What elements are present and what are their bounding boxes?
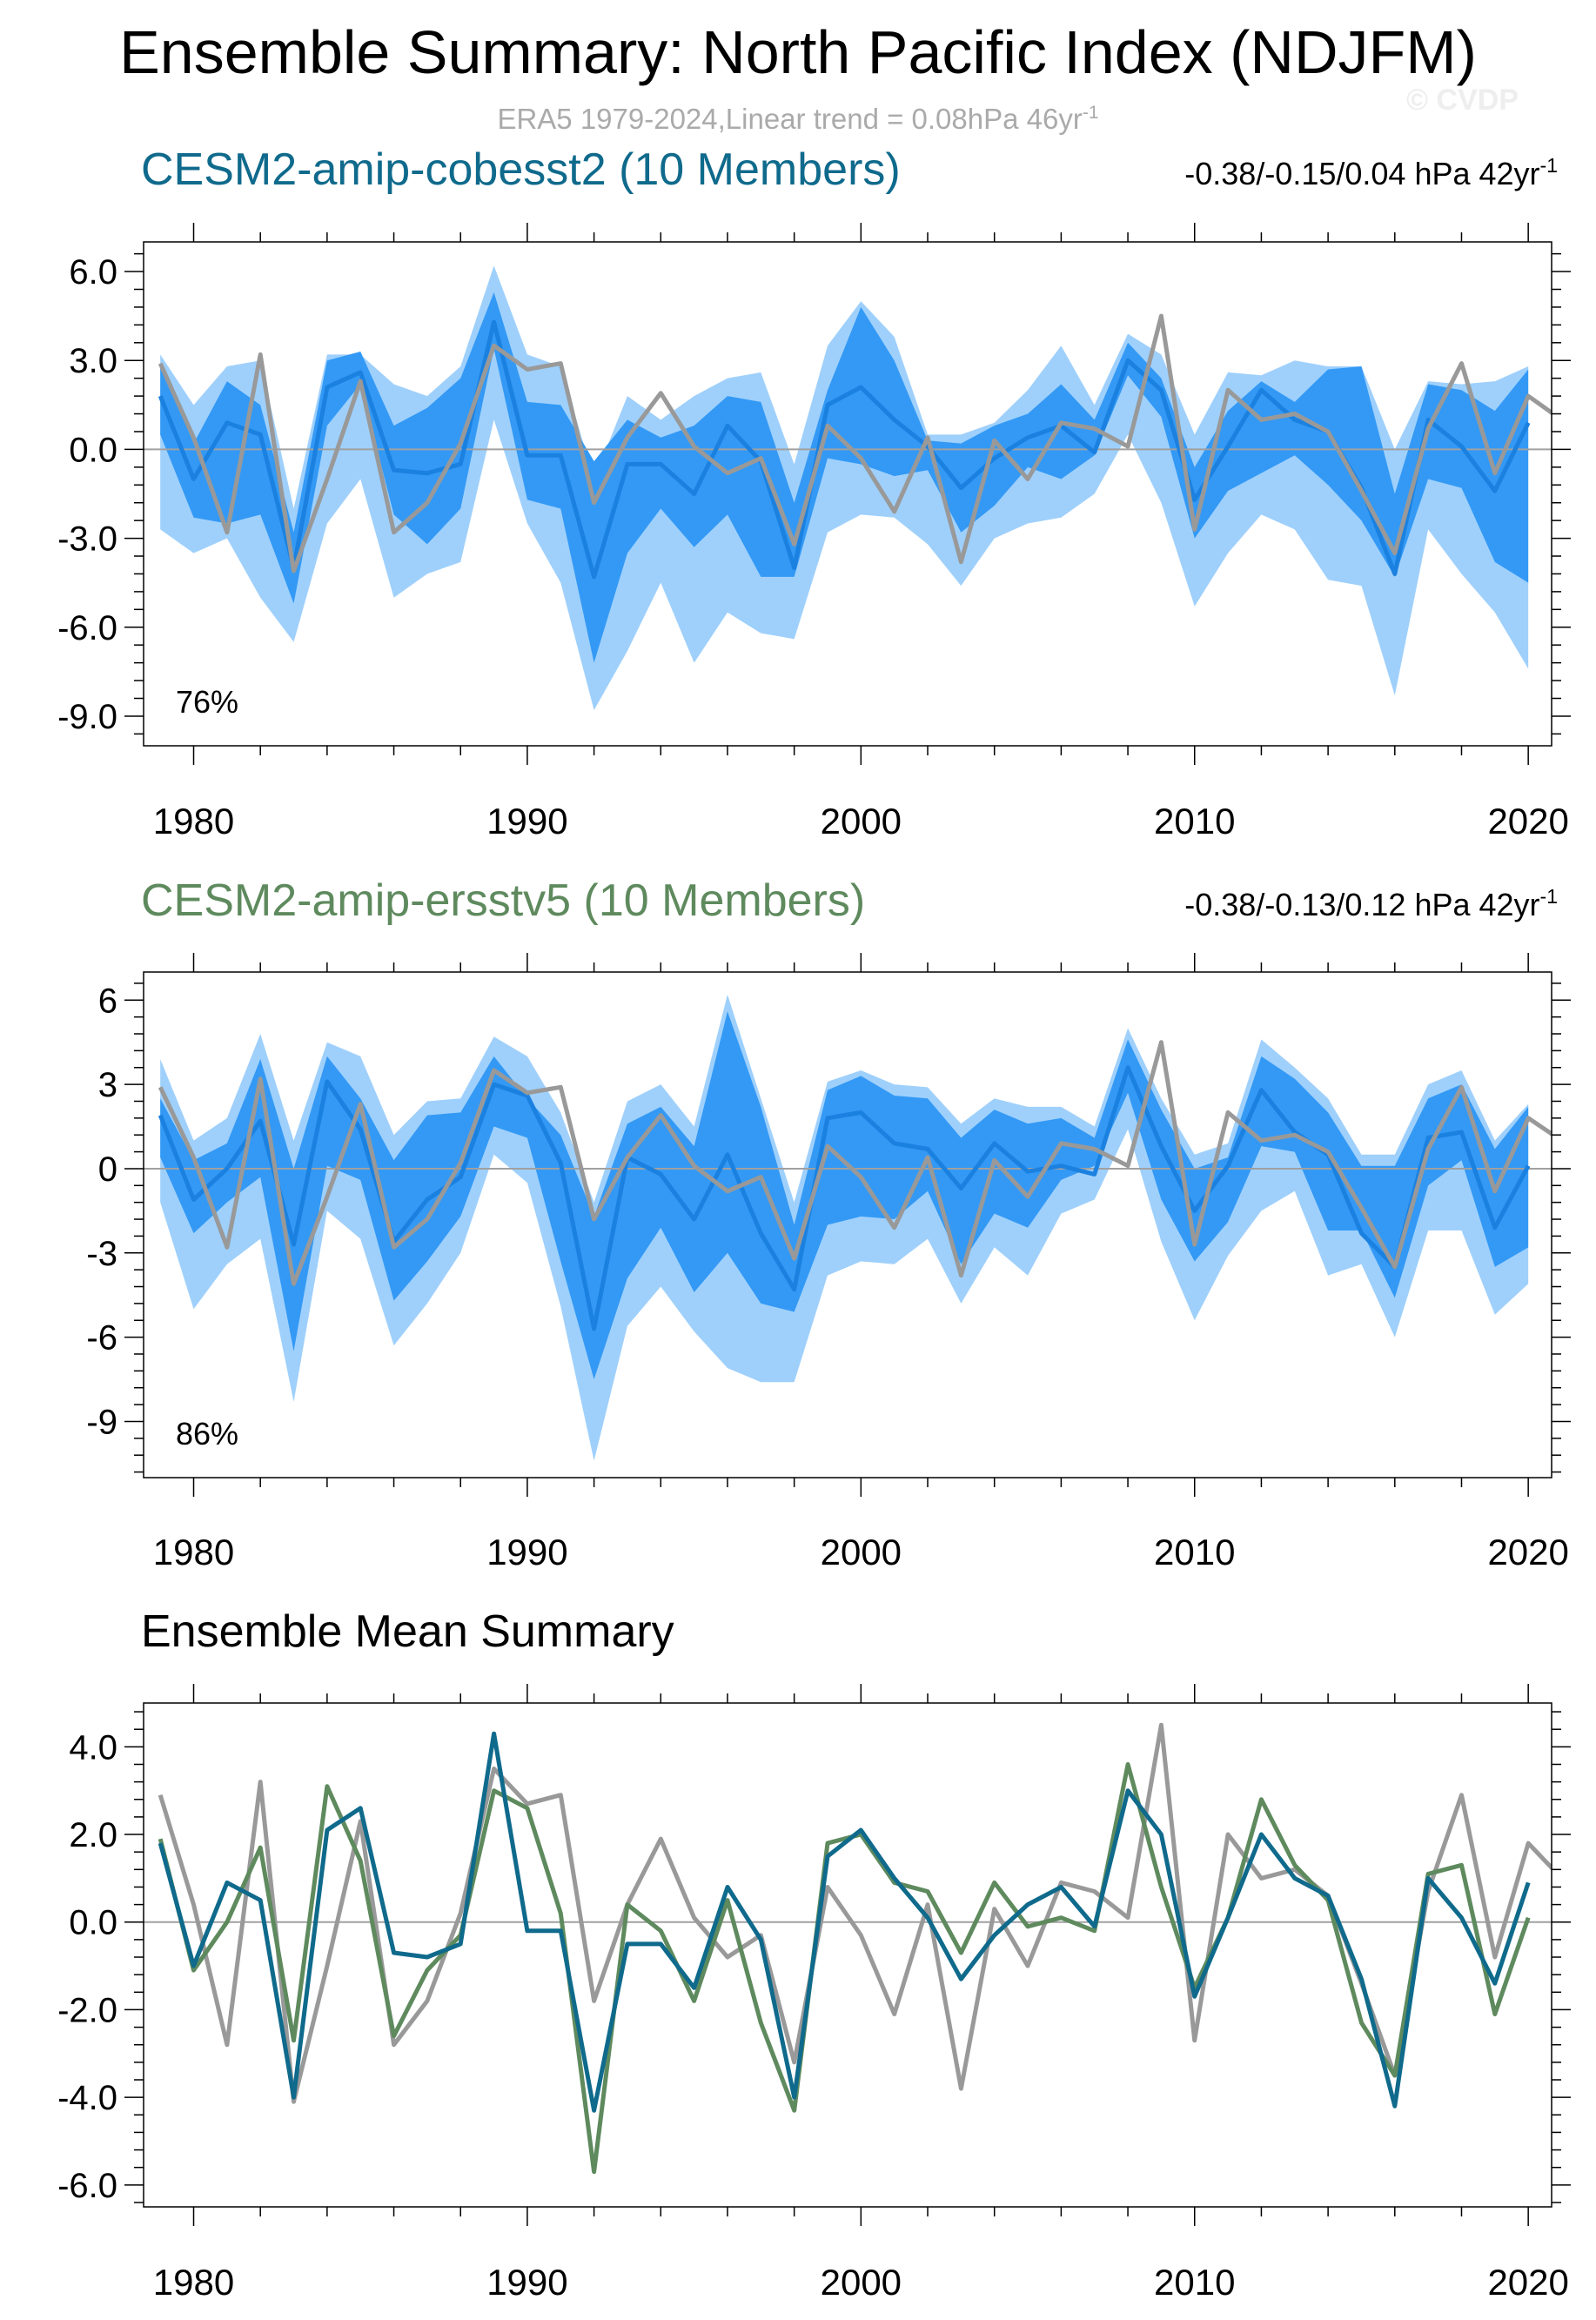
y-tick-label: -9.0 (57, 698, 117, 736)
panel-title: Ensemble Mean Summary (141, 1606, 674, 1657)
y-tick-label: 3 (98, 1066, 117, 1104)
plot-area (144, 994, 1552, 1461)
x-tick-label: 1980 (153, 2262, 234, 2303)
panel-ersstv5: CESM2-amip-ersstv5 (10 Members) -0.38/-0.… (86, 875, 1571, 1572)
x-tick-label: 1980 (153, 1532, 234, 1572)
figure-subtitle-sup: -1 (1083, 103, 1099, 123)
watermark: © CVDP (1406, 84, 1519, 117)
plot-area (144, 265, 1552, 711)
y-tick-label: -6.0 (57, 609, 117, 647)
y-tick-label: 4.0 (69, 1728, 117, 1767)
trend-text: -0.38/-0.13/0.12 hPa 42yr-1 (1184, 885, 1558, 922)
y-tick-label: 3.0 (69, 342, 117, 380)
y-tick-label: -6.0 (57, 2167, 117, 2205)
y-tick-label: -3.0 (57, 520, 117, 559)
figure-subtitle: ERA5 1979-2024,Linear trend = 0.08hPa 46… (497, 103, 1098, 135)
y-tick-label: -2.0 (57, 1991, 117, 2029)
obs-line (158, 313, 1552, 573)
figure-subtitle-text: ERA5 1979-2024,Linear trend = 0.08hPa 46… (497, 103, 1082, 135)
x-tick-label: 2000 (821, 1532, 902, 1572)
y-tick-label: 2.0 (69, 1816, 117, 1854)
x-tick-label: 1980 (153, 801, 234, 842)
x-tick-label: 2010 (1154, 801, 1235, 842)
plot-frame (143, 971, 1552, 1478)
x-tick-label: 2010 (1154, 2262, 1235, 2303)
band-inner-range (160, 1011, 1529, 1380)
x-tick-label: 1990 (486, 1532, 567, 1572)
percent-annotation: 76% (176, 684, 238, 720)
x-tick-label: 2020 (1487, 1532, 1568, 1572)
trend-text-sup: -1 (1540, 885, 1558, 908)
obs-line (158, 1040, 1552, 1286)
series-line-cobesst2 (158, 1731, 1531, 2113)
x-tick-label: 1990 (486, 2262, 567, 2303)
y-tick-label: 0.0 (69, 431, 117, 469)
trend-text-main: -0.38/-0.15/0.04 hPa 42yr (1184, 156, 1539, 191)
panel-cobesst2: CESM2-amip-cobesst2 (10 Members) -0.38/-0… (57, 144, 1571, 842)
x-tick-label: 2000 (821, 801, 902, 842)
y-tick-label: -3 (86, 1235, 117, 1273)
plot-area (144, 1722, 1552, 2175)
series-line-ersstv5 (158, 1762, 1531, 2175)
plot-frame (143, 1702, 1552, 2208)
x-tick-label: 2010 (1154, 1532, 1235, 1572)
y-tick-label: 0 (98, 1150, 117, 1189)
panel-title: CESM2-amip-ersstv5 (10 Members) (141, 875, 865, 926)
y-tick-label: 6 (98, 982, 117, 1020)
panel-ensemble-mean: Ensemble Mean Summary 4.0 2.0 0.0 -2.0 -4.0 -6… (57, 1606, 1571, 2303)
y-tick-label: -6 (86, 1319, 117, 1358)
panel-title: CESM2-amip-cobesst2 (10 Members) (141, 144, 901, 195)
y-tick-label: -9 (86, 1403, 117, 1441)
figure-title: Ensemble Summary: North Pacific Index (N… (119, 18, 1477, 86)
x-tick-label: 2000 (821, 2262, 902, 2303)
y-tick-label: 0.0 (69, 1904, 117, 1942)
trend-text: -0.38/-0.15/0.04 hPa 42yr-1 (1184, 154, 1558, 191)
trend-text-sup: -1 (1540, 154, 1558, 177)
ensemble-mean-line (158, 319, 1531, 580)
trend-text-main: -0.38/-0.13/0.12 hPa 42yr (1184, 887, 1539, 922)
y-tick-label: -4.0 (57, 2079, 117, 2117)
percent-annotation: 86% (176, 1416, 238, 1452)
band-inner-range (160, 292, 1529, 663)
x-tick-label: 2020 (1487, 801, 1568, 842)
y-tick-label: 6.0 (69, 253, 117, 292)
x-tick-label: 1990 (486, 801, 567, 842)
x-tick-label: 2020 (1487, 2262, 1568, 2303)
plot-frame (143, 241, 1552, 747)
